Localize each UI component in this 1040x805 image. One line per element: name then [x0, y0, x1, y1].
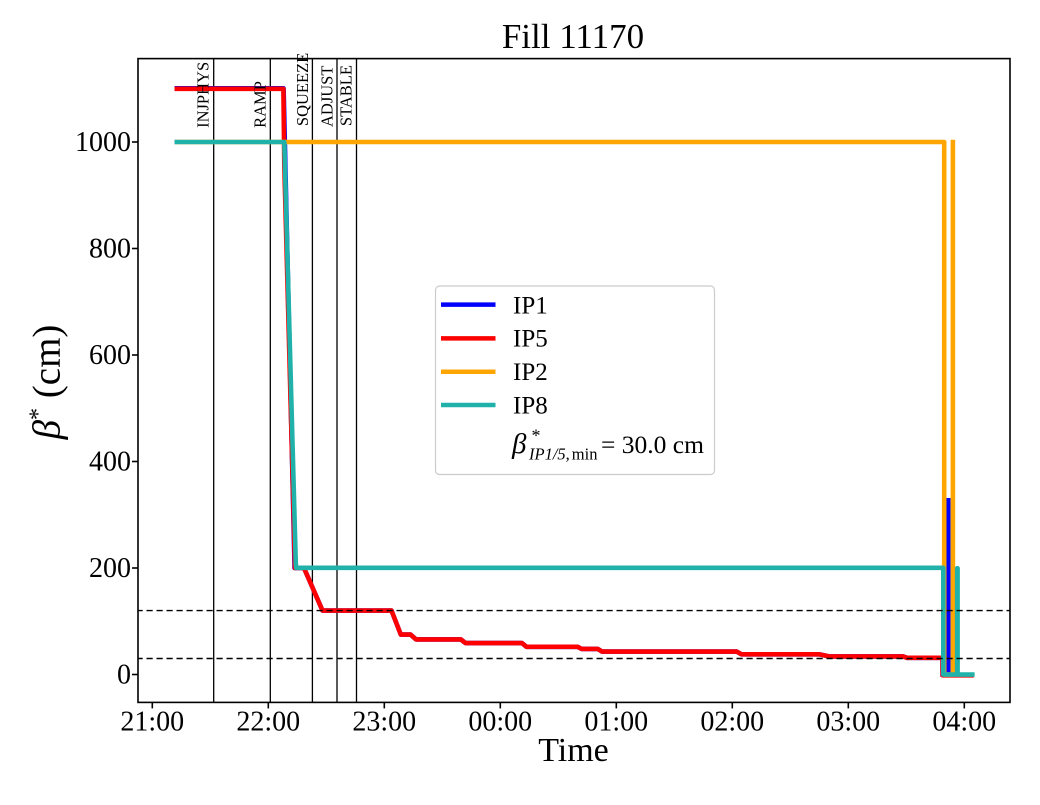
svg-text:400: 400: [89, 447, 131, 478]
svg-text:600: 600: [89, 340, 131, 371]
svg-text:1000: 1000: [75, 127, 131, 158]
svg-text:22:00: 22:00: [236, 707, 300, 738]
svg-text:IP1: IP1: [513, 292, 548, 319]
svg-text:IP5: IP5: [513, 326, 548, 353]
svg-text:03:00: 03:00: [816, 707, 880, 738]
svg-text:STABLE: STABLE: [337, 65, 356, 126]
svg-text:200: 200: [89, 553, 131, 584]
svg-text:IP8: IP8: [513, 393, 548, 420]
svg-text:RAMP: RAMP: [251, 81, 270, 128]
svg-text:β* (cm): β* (cm): [26, 325, 69, 441]
svg-text:Fill 11170: Fill 11170: [502, 17, 644, 56]
svg-text:*: *: [532, 426, 541, 446]
svg-text:ADJUST: ADJUST: [318, 66, 337, 127]
svg-text:800: 800: [89, 234, 131, 265]
svg-text:INJPHYS: INJPHYS: [194, 62, 213, 128]
svg-text:IP2: IP2: [513, 359, 548, 386]
svg-text:SQUEEZE: SQUEEZE: [293, 53, 312, 126]
svg-text:04:00: 04:00: [932, 707, 996, 738]
svg-text:02:00: 02:00: [700, 707, 764, 738]
svg-text:01:00: 01:00: [584, 707, 648, 738]
svg-text:= 30.0 cm: = 30.0 cm: [601, 430, 704, 459]
svg-text:0: 0: [117, 660, 131, 691]
svg-text:Time: Time: [538, 732, 609, 769]
svg-text:β: β: [511, 428, 527, 460]
svg-text:00:00: 00:00: [468, 707, 532, 738]
svg-text:21:00: 21:00: [120, 707, 184, 738]
svg-text:23:00: 23:00: [352, 707, 416, 738]
svg-text:IP1/5,min: IP1/5, min: [528, 445, 597, 464]
